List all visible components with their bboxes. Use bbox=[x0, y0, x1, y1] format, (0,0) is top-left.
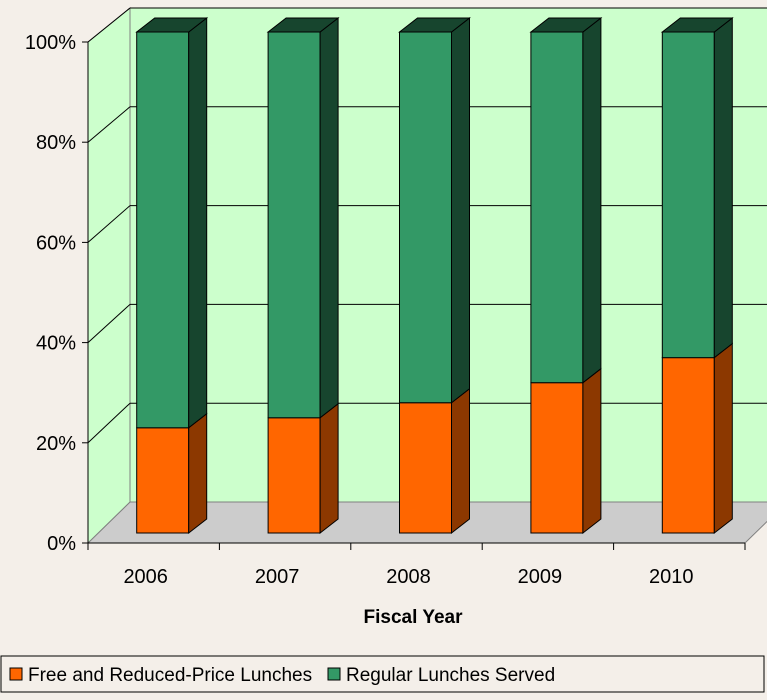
bar-side-2010-0 bbox=[713, 342, 733, 535]
bar-side-2008-0 bbox=[451, 387, 470, 535]
y-tick-label: 100% bbox=[25, 32, 76, 54]
bar-regular-2006 bbox=[136, 31, 190, 429]
bar-top-2007 bbox=[266, 17, 340, 33]
y-tick-label: 40% bbox=[36, 333, 76, 355]
x-axis-tick-labels: 2006 2007 2008 2009 2010 bbox=[123, 566, 693, 588]
bar-free-reduced-2006 bbox=[136, 427, 190, 534]
bar-side-2006-1 bbox=[188, 16, 208, 429]
bar-regular-2007 bbox=[267, 31, 321, 419]
y-axis-tick-labels: 0% 20% 40% 60% 80% 100% bbox=[25, 32, 76, 555]
bar-top-2009 bbox=[529, 17, 603, 33]
x-axis-title: Fiscal Year bbox=[364, 607, 464, 628]
legend-swatch bbox=[9, 667, 23, 681]
bar-top-2010 bbox=[660, 17, 734, 33]
gridline-side bbox=[87, 205, 131, 243]
bar-side-2009-0 bbox=[582, 367, 602, 535]
bar-free-reduced-2009 bbox=[530, 382, 584, 534]
x-tick-label: 2007 bbox=[255, 566, 300, 588]
x-tick-label: 2008 bbox=[386, 566, 431, 588]
gridline-side bbox=[87, 7, 131, 43]
legend-swatch bbox=[327, 667, 341, 681]
x-tick-label: 2010 bbox=[649, 566, 694, 588]
bars bbox=[135, 16, 734, 535]
bar-top-2006 bbox=[135, 17, 209, 33]
bar-free-reduced-2010 bbox=[661, 357, 715, 534]
gridline-side bbox=[87, 402, 131, 444]
bar-side-2007-0 bbox=[319, 402, 339, 535]
legend: Free and Reduced-Price Lunches Regular Lu… bbox=[0, 655, 765, 693]
x-tick-label: 2009 bbox=[518, 566, 563, 588]
bar-top-2008 bbox=[398, 17, 471, 33]
bar-side-2007-1 bbox=[319, 16, 339, 419]
bar-side-2009-1 bbox=[582, 16, 602, 384]
bar-free-reduced-2008 bbox=[399, 402, 452, 534]
gridline-side bbox=[87, 106, 131, 143]
legend-label: Free and Reduced-Price Lunches bbox=[28, 665, 312, 686]
bar-regular-2008 bbox=[399, 31, 452, 404]
legend-label: Regular Lunches Served bbox=[346, 665, 555, 686]
bar-regular-2009 bbox=[530, 31, 584, 384]
bar-regular-2010 bbox=[661, 31, 715, 359]
y-tick-label: 0% bbox=[47, 533, 76, 555]
y-tick-label: 80% bbox=[36, 132, 76, 154]
bar-side-2008-1 bbox=[451, 16, 470, 404]
bar-free-reduced-2007 bbox=[267, 417, 321, 534]
y-tick-label: 20% bbox=[36, 433, 76, 455]
bar-side-2006-0 bbox=[188, 412, 208, 535]
bar-side-2010-1 bbox=[713, 16, 733, 359]
legend-box bbox=[0, 655, 765, 693]
axes bbox=[82, 41, 746, 550]
y-tick-label: 60% bbox=[36, 232, 76, 254]
x-tick-label: 2006 bbox=[123, 566, 168, 588]
plot-side-wall bbox=[87, 6, 131, 545]
gridline-side bbox=[87, 304, 131, 343]
